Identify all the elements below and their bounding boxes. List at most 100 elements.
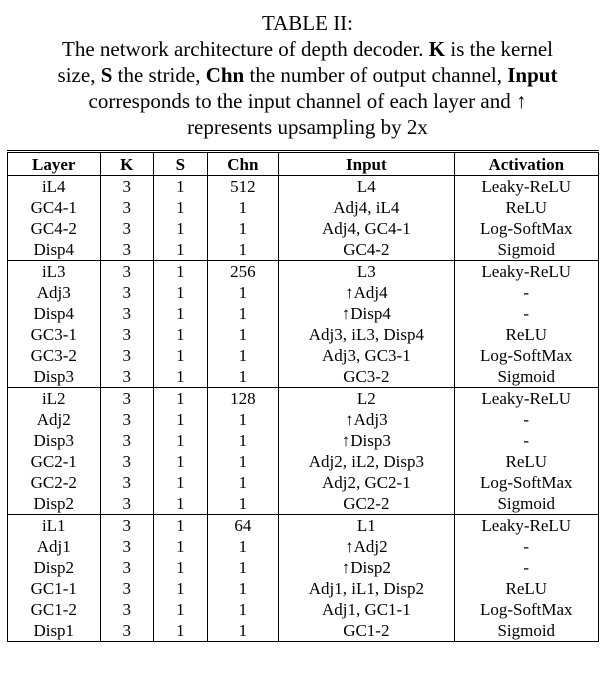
cell-chn: 64 xyxy=(206,514,280,536)
cell-k: 3 xyxy=(99,472,155,493)
cell-k: 3 xyxy=(99,514,155,536)
table-row: iL3 3 1 256 L3 Leaky-ReLU xyxy=(7,260,600,282)
cell-k: 3 xyxy=(99,536,155,557)
cell-input: ↑Disp4 xyxy=(278,303,455,324)
cell-k: 3 xyxy=(99,409,155,430)
cell-input: GC4-2 xyxy=(278,239,455,261)
cell-layer: GC3-1 xyxy=(7,324,101,345)
caption-text: the stride, xyxy=(112,63,206,87)
table-row: Disp4 3 1 1 ↑Disp4- xyxy=(7,303,600,324)
cell-s: 1 xyxy=(153,175,208,197)
cell-activation: - xyxy=(453,536,600,557)
cell-layer: Disp4 xyxy=(7,303,101,324)
cell-k: 3 xyxy=(99,239,155,261)
cell-layer: Adj1 xyxy=(7,536,101,557)
cell-k: 3 xyxy=(99,345,155,366)
cell-k: 3 xyxy=(99,218,155,239)
cell-layer: Disp1 xyxy=(7,620,101,642)
cell-s: 1 xyxy=(153,282,208,303)
cell-s: 1 xyxy=(153,197,208,218)
cell-layer: iL1 xyxy=(7,514,101,536)
cell-s: 1 xyxy=(153,620,208,642)
cell-activation: - xyxy=(453,557,600,578)
table-row: iL4 3 1 512 L4 Leaky-ReLU xyxy=(7,175,600,197)
cell-k: 3 xyxy=(99,282,155,303)
table-row: GC2-2 3 1 1 Adj2, GC2-1 Log-SoftMax xyxy=(7,472,600,493)
cell-activation: Log-SoftMax xyxy=(453,599,600,620)
cell-activation: Leaky-ReLU xyxy=(453,387,600,409)
cell-layer: GC4-1 xyxy=(7,197,101,218)
architecture-table: Layer K S Chn Input Activation iL4 3 1 512 L… xyxy=(7,150,600,642)
cell-layer: GC1-1 xyxy=(7,578,101,599)
cell-input: L4 xyxy=(278,175,455,197)
cell-s: 1 xyxy=(153,557,208,578)
cell-activation: ReLU xyxy=(453,578,600,599)
caption-bold-term: S xyxy=(100,63,113,87)
cell-activation: Sigmoid xyxy=(453,239,600,261)
cell-chn: 1 xyxy=(206,303,280,324)
cell-chn: 1 xyxy=(206,536,280,557)
cell-input: L3 xyxy=(278,260,455,282)
cell-input: Adj3, iL3, Disp4 xyxy=(278,324,455,345)
cell-k: 3 xyxy=(99,578,155,599)
cell-input: GC1-2 xyxy=(278,620,455,642)
cell-chn: 1 xyxy=(206,239,280,261)
cell-chn: 1 xyxy=(206,409,280,430)
cell-layer: GC4-2 xyxy=(7,218,101,239)
caption-line: corresponds to the input channel of each… xyxy=(88,89,527,113)
cell-chn: 1 xyxy=(206,197,280,218)
cell-activation: ReLU xyxy=(453,197,600,218)
table-row: Adj2 3 1 1 ↑Adj3- xyxy=(7,409,600,430)
cell-s: 1 xyxy=(153,239,208,261)
table-row: GC1-2 3 1 1 Adj1, GC1-1 Log-SoftMax xyxy=(7,599,600,620)
cell-input: Adj2, iL2, Disp3 xyxy=(278,451,455,472)
cell-input: ↑Adj2 xyxy=(278,536,455,557)
header-k: K xyxy=(99,150,155,176)
cell-input: Adj2, GC2-1 xyxy=(278,472,455,493)
cell-input: L2 xyxy=(278,387,455,409)
cell-activation: - xyxy=(453,303,600,324)
cell-chn: 1 xyxy=(206,493,280,515)
cell-s: 1 xyxy=(153,472,208,493)
cell-layer: Disp4 xyxy=(7,239,101,261)
header-row: Layer K S Chn Input Activation xyxy=(7,150,600,176)
cell-chn: 256 xyxy=(206,260,280,282)
cell-chn: 1 xyxy=(206,282,280,303)
cell-activation: Leaky-ReLU xyxy=(453,514,600,536)
cell-k: 3 xyxy=(99,366,155,388)
cell-s: 1 xyxy=(153,578,208,599)
cell-s: 1 xyxy=(153,303,208,324)
cell-k: 3 xyxy=(99,197,155,218)
cell-input: Adj3, GC3-1 xyxy=(278,345,455,366)
cell-input: Adj4, GC4-1 xyxy=(278,218,455,239)
table-body: iL4 3 1 512 L4 Leaky-ReLU GC4-1 3 1 1 Adj4, iL4 ReL… xyxy=(7,175,600,642)
table-row: GC4-2 3 1 1 Adj4, GC4-1 Log-SoftMax xyxy=(7,218,600,239)
cell-chn: 1 xyxy=(206,578,280,599)
cell-s: 1 xyxy=(153,430,208,451)
table-row: GC4-1 3 1 1 Adj4, iL4 ReLU xyxy=(7,197,600,218)
cell-chn: 128 xyxy=(206,387,280,409)
cell-activation: ReLU xyxy=(453,324,600,345)
cell-k: 3 xyxy=(99,260,155,282)
table-row: Adj1 3 1 1 ↑Adj2- xyxy=(7,536,600,557)
caption-text: The network architecture of depth decode… xyxy=(62,37,429,61)
cell-input: ↑Disp2 xyxy=(278,557,455,578)
table-row: Disp1 3 1 1 GC1-2 Sigmoid xyxy=(7,620,600,642)
cell-layer: GC2-2 xyxy=(7,472,101,493)
cell-layer: Disp2 xyxy=(7,493,101,515)
cell-input: L1 xyxy=(278,514,455,536)
cell-s: 1 xyxy=(153,387,208,409)
table-row: GC3-1 3 1 1 Adj3, iL3, Disp4 ReLU xyxy=(7,324,600,345)
cell-input: ↑Adj3 xyxy=(278,409,455,430)
cell-s: 1 xyxy=(153,493,208,515)
caption-line: represents upsampling by 2x xyxy=(187,115,428,139)
cell-chn: 1 xyxy=(206,366,280,388)
table-row: Disp2 3 1 1 GC2-2 Sigmoid xyxy=(7,493,600,515)
cell-layer: Adj3 xyxy=(7,282,101,303)
cell-chn: 1 xyxy=(206,345,280,366)
cell-input: ↑Adj4 xyxy=(278,282,455,303)
cell-s: 1 xyxy=(153,514,208,536)
cell-s: 1 xyxy=(153,345,208,366)
cell-k: 3 xyxy=(99,175,155,197)
cell-chn: 1 xyxy=(206,620,280,642)
